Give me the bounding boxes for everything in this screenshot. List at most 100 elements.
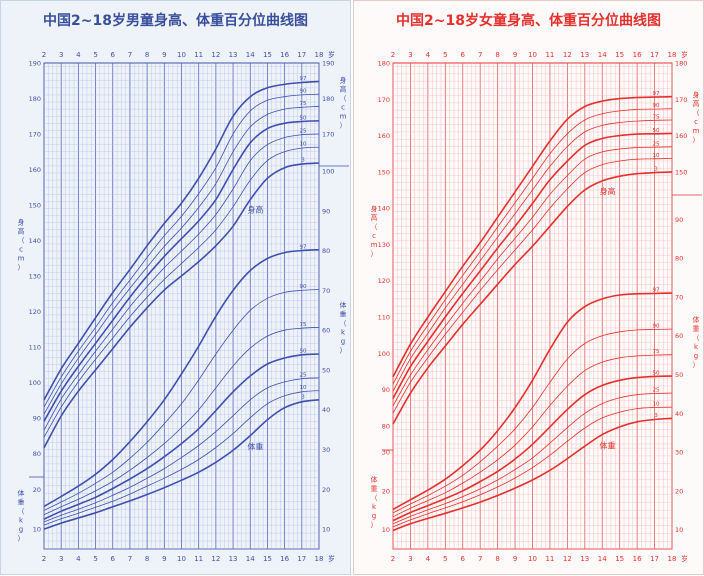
girls-growth-chart: 80 90 100 110 120 130 140 150 160 170 180 10 20 30 150… xyxy=(371,50,702,563)
x-tick-label-bottom: 3 xyxy=(59,555,63,563)
x-tick-label-top: 11 xyxy=(545,51,554,59)
height-axis-title-left-char: 身 xyxy=(18,218,25,227)
height-tick-label-right: 190 xyxy=(322,60,334,68)
weight-tick-label-left: 30 xyxy=(382,449,390,457)
x-tick-label-bottom: 4 xyxy=(426,555,431,563)
weight-tick-label-right: 20 xyxy=(675,487,683,495)
weight-series-label: 97 xyxy=(300,244,307,250)
weight-axis-title-right-char: k xyxy=(694,343,699,351)
boys-chart-title: 中国2~18岁男童身高、体重百分位曲线图 xyxy=(43,13,308,29)
x-tick-label-bottom: 4 xyxy=(76,555,81,563)
x-tick-label-bottom: 15 xyxy=(615,555,624,563)
weight-axis-title-right-char: k xyxy=(341,329,346,337)
height-series-label: 50 xyxy=(300,115,307,121)
height-series-label: 3 xyxy=(654,166,658,172)
x-tick-label-top: 17 xyxy=(650,51,659,59)
x-tick-label-bottom: 2 xyxy=(42,555,46,563)
girls-chart-title: 中国2~18岁女童身高、体重百分位曲线图 xyxy=(396,13,661,29)
height-axis-title-right-char: 高 xyxy=(693,99,700,108)
height-series-line xyxy=(43,133,320,431)
weight-axis-title-right-char: 重 xyxy=(693,325,700,333)
weight-series-line xyxy=(43,377,320,523)
x-tick-label-bottom: 17 xyxy=(650,555,659,563)
weight-tick-label-left: 10 xyxy=(382,526,390,534)
height-axis-title-right-char: （ xyxy=(340,95,347,103)
x-tick-label-top: 5 xyxy=(93,51,97,59)
girls-growth-chart-panel: 中国2~18岁女童身高、体重百分位曲线图 80 90 100 110 120 130 140… xyxy=(353,0,704,575)
x-tick-label-top: 4 xyxy=(426,51,431,59)
x-tick-label-bottom: 18 xyxy=(668,555,677,563)
weight-axis-title-left-char: （ xyxy=(371,494,378,502)
height-axis-title-left-char: 高 xyxy=(18,227,25,236)
weight-series-line xyxy=(43,399,320,530)
x-tick-label-top: 16 xyxy=(633,51,642,59)
x-tick-label-bottom: 11 xyxy=(545,555,554,563)
height-tick-label-left: 130 xyxy=(29,272,41,280)
weight-series-label: 25 xyxy=(300,372,307,378)
height-axis-title-right: 身高（cm） xyxy=(340,76,347,130)
weight-series-line xyxy=(43,390,320,526)
weight-series-label: 90 xyxy=(300,284,307,290)
weight-tick-label-right: 60 xyxy=(322,327,330,335)
x-tick-label-bottom: 2 xyxy=(391,555,395,563)
weight-series-line xyxy=(392,328,673,514)
height-tick-label-left: 150 xyxy=(29,201,41,209)
x-tick-label-bottom: 9 xyxy=(513,555,517,563)
weight-axis-title-right-char: （ xyxy=(693,334,700,342)
weight-axis-title-right: 体重（kg） xyxy=(693,315,700,369)
height-tick-label-right: 170 xyxy=(675,96,687,104)
x-axis-unit-top: 岁 xyxy=(681,50,688,59)
height-series-label: 3 xyxy=(301,158,305,164)
weight-tick-label-right: 50 xyxy=(322,366,330,374)
height-tick-label-right: 180 xyxy=(322,95,334,103)
weight-tick-label-right: 50 xyxy=(675,371,683,379)
height-series-label: 75 xyxy=(300,101,307,107)
x-tick-label-bottom: 18 xyxy=(315,555,324,563)
weight-axis-title-left-char: ） xyxy=(18,535,25,543)
x-tick-label-top: 17 xyxy=(297,51,306,59)
weight-axis-title-left-char: g xyxy=(372,512,376,520)
height-series-label: 97 xyxy=(300,76,307,82)
height-series-line xyxy=(43,93,320,408)
x-tick-label-bottom: 6 xyxy=(111,555,116,563)
weight-tick-label-right: 20 xyxy=(322,486,330,494)
weight-axis-title-right: 体重（kg） xyxy=(340,301,347,355)
weight-series-label: 50 xyxy=(300,349,307,355)
weight-axis-title-left-char: 重 xyxy=(371,485,378,493)
height-series-label: 50 xyxy=(653,128,660,134)
weight-series-label: 75 xyxy=(300,322,307,328)
x-tick-label-bottom: 14 xyxy=(598,555,607,563)
weight-axis-title-left-char: （ xyxy=(18,508,25,516)
height-tick-label-left: 120 xyxy=(378,277,390,285)
weight-series-line xyxy=(43,289,320,511)
height-series-line xyxy=(392,171,673,425)
x-tick-label-top: 12 xyxy=(211,51,220,59)
height-axis-title-right-char: c xyxy=(694,118,698,126)
weight-tick-label-right: 90 xyxy=(675,216,683,224)
height-series-label: 25 xyxy=(300,128,307,134)
axes: 80 90 100 110 120 130 140 150 160 170 180 190 10 20 17… xyxy=(18,50,349,563)
x-tick-label-top: 10 xyxy=(528,51,537,59)
height-tick-label-left: 140 xyxy=(29,237,41,245)
weight-axis-title-left: 体重（kg） xyxy=(18,489,25,543)
x-tick-label-top: 16 xyxy=(280,51,289,59)
x-tick-label-top: 15 xyxy=(615,51,624,59)
weight-tick-label-right: 70 xyxy=(675,293,683,301)
weight-curves-label: 体重 xyxy=(599,441,615,451)
x-tick-label-top: 9 xyxy=(162,51,166,59)
x-tick-label-bottom: 13 xyxy=(580,555,589,563)
weight-axis-title-left-char: g xyxy=(19,526,23,534)
weight-tick-label-right: 80 xyxy=(322,247,330,255)
height-tick-label-left: 110 xyxy=(29,343,41,351)
height-series-line xyxy=(43,120,320,422)
weight-axis-title-left-char: 体 xyxy=(18,489,25,498)
height-axis-title-left-char: c xyxy=(19,246,23,254)
weight-tick-label-right: 40 xyxy=(675,410,683,418)
weight-series-group: 97 90 75 50 25 10 3 xyxy=(392,288,673,532)
x-tick-label-bottom: 8 xyxy=(145,555,149,563)
height-axis-title-right-char: 身 xyxy=(693,90,700,99)
height-axis-title-left: 身高（cm） xyxy=(371,204,378,258)
weight-series-line xyxy=(392,375,673,522)
height-tick-label-left: 170 xyxy=(29,130,41,138)
height-series-line xyxy=(392,132,673,399)
